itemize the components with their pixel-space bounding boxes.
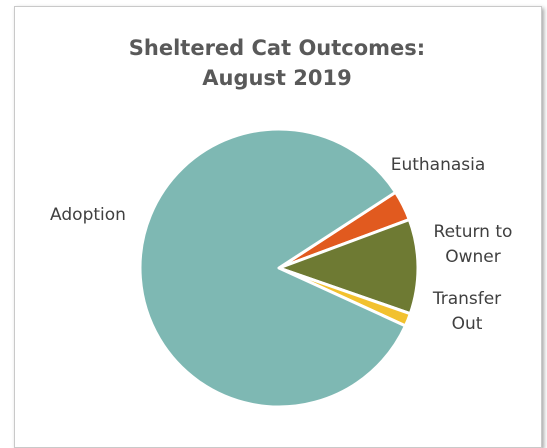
slice-label-return-to-owner: Return to Owner <box>434 222 513 267</box>
slice-label-euthanasia: Euthanasia <box>391 155 486 175</box>
chart-title-line-2: August 2019 <box>202 66 352 90</box>
chart-title: Sheltered Cat Outcomes: August 2019 <box>14 33 540 93</box>
chart-title-line-1: Sheltered Cat Outcomes: <box>128 36 426 60</box>
pie-slice-return-to-owner <box>277 218 420 316</box>
pie-slice-adoption <box>138 127 407 409</box>
slice-label-transfer-out: Transfer Out <box>432 289 501 334</box>
slice-label-adoption: Adoption <box>50 205 126 225</box>
pie-chart: Euthanasia Return to Owner Transfer Out Adopt… <box>50 127 513 409</box>
